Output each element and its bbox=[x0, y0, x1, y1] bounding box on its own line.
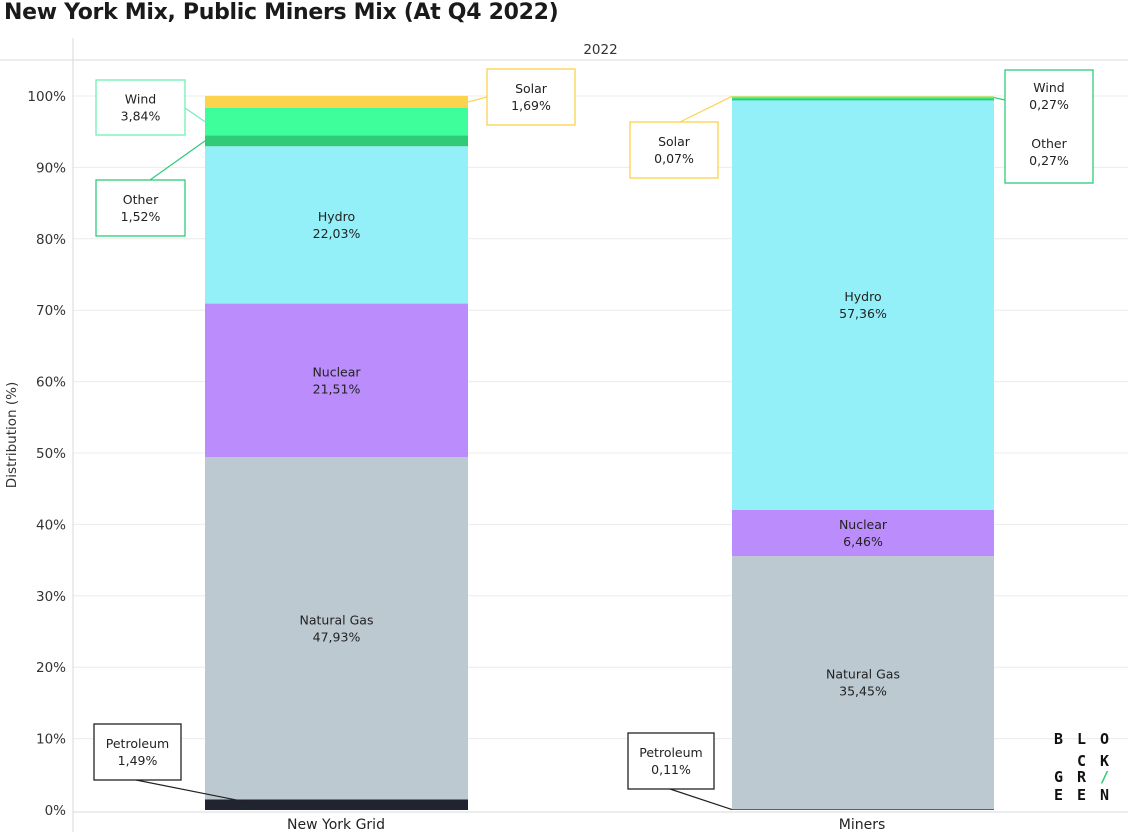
bar-segment-miners-hydro bbox=[732, 100, 994, 510]
segment-value-label: 21,51% bbox=[313, 381, 361, 396]
callout-layer: Wind 3,84% Other 1,52% Solar 1,69% Petroleum 1,… bbox=[93, 68, 1094, 811]
bar-segment-new-york-grid-other bbox=[205, 135, 468, 147]
bar-segment-new-york-grid-nuclear bbox=[205, 303, 468, 458]
y-axis-label: Distribution (%) bbox=[4, 382, 20, 488]
segment-value-label: 6,46% bbox=[843, 534, 883, 549]
frame-layer: 2022 bbox=[0, 38, 1128, 832]
callout-name-label: Wind bbox=[1033, 80, 1064, 95]
callout-name-label: Solar bbox=[515, 81, 548, 96]
callout-box-wind bbox=[1004, 69, 1094, 184]
callout-value-label: 0,11% bbox=[651, 762, 691, 777]
callout-value-label: 0,07% bbox=[654, 151, 694, 166]
callout-name-label: Other bbox=[1031, 136, 1067, 151]
callout-box-wind bbox=[95, 79, 186, 136]
bar-segment-new-york-grid-hydro bbox=[205, 146, 468, 304]
logo-letter: L bbox=[1077, 730, 1087, 748]
callout-leader-line bbox=[993, 96, 1006, 101]
y-tick-label: 50% bbox=[36, 446, 66, 462]
bar-segment-miners-nuclear bbox=[732, 509, 994, 557]
callout-box-petroleum bbox=[627, 732, 715, 790]
bar-segment-miners-other bbox=[732, 98, 994, 101]
callout-box-solar bbox=[629, 121, 719, 179]
y-tick-label: 30% bbox=[36, 589, 66, 605]
logo-letter: N bbox=[1100, 786, 1110, 804]
logo-letter: R bbox=[1077, 768, 1087, 786]
y-tick-label: 40% bbox=[36, 517, 66, 533]
x-category-label: Miners bbox=[839, 817, 886, 832]
callout-leader-line bbox=[467, 96, 488, 103]
callout-box-solar bbox=[486, 68, 576, 126]
bar-segment-miners-solar bbox=[732, 96, 994, 97]
y-tick-label: 60% bbox=[36, 375, 66, 391]
chart-title: New York Mix, Public Miners Mix (At Q4 2… bbox=[4, 0, 559, 25]
callout-leader-line bbox=[149, 140, 206, 181]
callout-box-other bbox=[95, 179, 186, 237]
callout-value-label: 0,27% bbox=[1029, 153, 1069, 168]
segment-name-label: Nuclear bbox=[312, 364, 361, 379]
segment-value-label: 35,45% bbox=[839, 684, 887, 699]
y-tick-label: 100% bbox=[27, 89, 66, 105]
callout-name-label: Solar bbox=[658, 134, 691, 149]
callout-leader-line bbox=[184, 107, 206, 123]
callout-name-label: Petroleum bbox=[106, 736, 169, 751]
y-tick-label: 90% bbox=[36, 160, 66, 176]
callout-leader-line bbox=[135, 779, 261, 806]
bar-segment-miners-natural-gas bbox=[732, 556, 994, 810]
bar-segment-miners-petroleum bbox=[732, 809, 994, 810]
bars-layer: Natural Gas 47,93% Nuclear 21,51% Hydro 22,03… bbox=[205, 95, 994, 810]
y-tick-label: 20% bbox=[36, 660, 66, 676]
callout-value-label: 1,49% bbox=[118, 753, 158, 768]
bar-segment-new-york-grid-solar bbox=[205, 95, 468, 108]
logo-letter: K bbox=[1100, 752, 1110, 770]
bar-segment-new-york-grid-petroleum bbox=[205, 799, 468, 810]
logo-letter: B bbox=[1054, 730, 1064, 748]
segment-value-label: 57,36% bbox=[839, 306, 887, 321]
bar-segment-new-york-grid-wind bbox=[205, 107, 468, 136]
callout-value-label: 0,27% bbox=[1029, 97, 1069, 112]
callout-leader-line bbox=[679, 95, 733, 123]
bar-segment-new-york-grid-natural-gas bbox=[205, 457, 468, 800]
callout-value-label: 1,69% bbox=[511, 98, 551, 113]
callout-value-label: 1,52% bbox=[121, 209, 161, 224]
callout-leader-line bbox=[669, 788, 733, 811]
logo-letter: O bbox=[1100, 730, 1110, 748]
logo-letter: E bbox=[1054, 786, 1064, 804]
segment-name-label: Natural Gas bbox=[826, 667, 900, 682]
segment-name-label: Natural Gas bbox=[300, 612, 374, 627]
segment-value-label: 47,93% bbox=[313, 629, 361, 644]
logo-letter: / bbox=[1100, 768, 1110, 786]
segment-name-label: Nuclear bbox=[839, 517, 888, 532]
logo-letter: C bbox=[1077, 752, 1087, 770]
panel-header-label: 2022 bbox=[583, 42, 617, 58]
logo-letter: E bbox=[1077, 786, 1087, 804]
callout-box-petroleum bbox=[93, 723, 182, 781]
bar-segment-miners-wind bbox=[732, 96, 994, 99]
callout-name-label: Other bbox=[123, 192, 159, 207]
segment-name-label: Hydro bbox=[318, 209, 355, 224]
callout-name-label: Wind bbox=[125, 92, 156, 107]
segment-value-label: 22,03% bbox=[313, 226, 361, 241]
callout-name-label: Petroleum bbox=[639, 745, 702, 760]
segment-name-label: Hydro bbox=[844, 289, 881, 304]
y-tick-label: 10% bbox=[36, 732, 66, 748]
x-category-label: New York Grid bbox=[287, 817, 385, 832]
y-tick-label: 0% bbox=[45, 803, 67, 819]
logo-letter: G bbox=[1054, 768, 1064, 786]
y-tick-label: 80% bbox=[36, 232, 66, 248]
callout-value-label: 3,84% bbox=[121, 109, 161, 124]
y-tick-label: 70% bbox=[36, 303, 66, 319]
axis-layer: 0% 10% 20% 30% 40% 50% 60% 70% 80% 90% 100% Distrib… bbox=[4, 89, 885, 832]
